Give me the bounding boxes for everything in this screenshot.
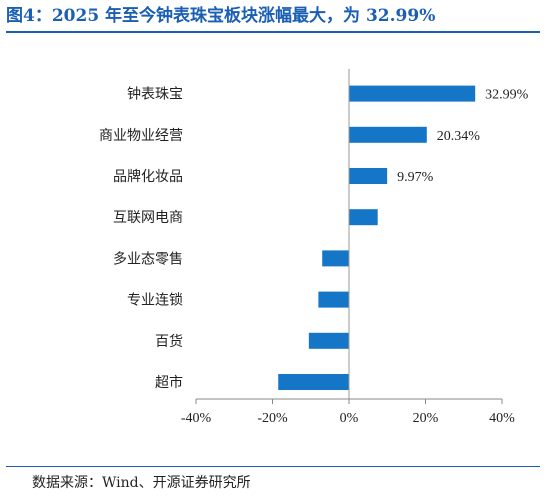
- bar: [308, 332, 349, 349]
- bar-chart: 钟表珠宝 32.99% 商业物业经营 20.34% 品牌化妆品 9.97% 互联网电商多业态…: [99, 69, 529, 426]
- footer-rule: [6, 466, 540, 467]
- data-label: 9.97%: [397, 170, 434, 185]
- source-note: 数据来源：Wind、开源证券研究所: [32, 475, 251, 491]
- bar: [278, 374, 349, 390]
- x-tick-label: -20%: [257, 411, 288, 426]
- x-tick-label: 0%: [340, 411, 359, 426]
- figure-title: 图4：2025 年至今钟表珠宝板块涨幅最大，为 32.99%: [6, 6, 436, 26]
- title-rule: [6, 31, 540, 33]
- data-label: 32.99%: [485, 88, 529, 103]
- x-tick-label: 40%: [489, 411, 515, 426]
- data-label: 20.34%: [437, 129, 481, 144]
- bar: [349, 85, 476, 102]
- bar: [349, 168, 388, 184]
- category-label: 钟表珠宝: [127, 86, 183, 103]
- bar: [349, 126, 427, 143]
- category-label: 专业连锁: [127, 293, 183, 309]
- category-label: 超市: [155, 374, 183, 391]
- category-label: 品牌化妆品: [113, 168, 183, 185]
- category-label: 互联网电商: [113, 210, 183, 226]
- x-tick-label: -40%: [181, 411, 212, 426]
- bar: [318, 291, 349, 308]
- x-tick-label: 20%: [413, 411, 439, 426]
- category-label: 多业态零售: [113, 250, 183, 267]
- category-label: 百货: [155, 333, 183, 350]
- bar: [349, 209, 378, 226]
- category-label: 商业物业经营: [99, 128, 183, 144]
- bar: [322, 250, 349, 267]
